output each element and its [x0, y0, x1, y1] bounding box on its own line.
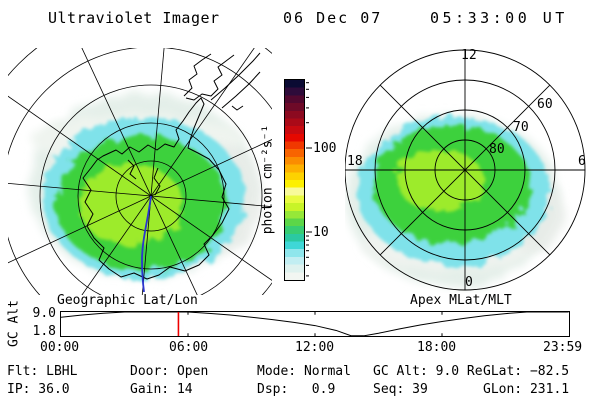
gc-alt-curve-svg	[60, 311, 569, 337]
date-label: 06 Dec 07	[283, 9, 383, 27]
apex-polar-image	[345, 49, 586, 291]
colorbar-tick-100: 100	[313, 141, 337, 156]
mlat-label-70: 70	[513, 120, 529, 135]
xtick-0000: 00:00	[40, 340, 80, 355]
caption-apex: Apex MLat/MLT	[410, 293, 512, 308]
status-dsp: Dsp: 0.9	[257, 382, 336, 397]
ytick-9-0: 9.0	[32, 306, 56, 321]
spacecraft-track-line	[141, 195, 152, 293]
mlat-label-60: 60	[537, 97, 553, 112]
status-door: Door: Open	[130, 364, 209, 379]
mlt-label-0: 0	[465, 275, 473, 290]
time-ut-label: 05:33:00 UT	[430, 9, 568, 27]
ytick-1-8: 1.8	[32, 324, 56, 339]
mlt-label-6: 6	[578, 154, 586, 169]
mlt-label-18: 18	[347, 154, 363, 169]
gc-alt-curve	[60, 311, 569, 337]
colorbar-tick-10: 10	[313, 225, 329, 240]
app-title: Ultraviolet Imager	[48, 9, 220, 27]
coastline-antarctica	[82, 97, 230, 280]
colorbar-axis-label: photon cm⁻²s⁻¹	[260, 124, 276, 235]
coastline-south-america	[183, 52, 261, 111]
xtick-1200: 12:00	[295, 340, 335, 355]
status-flt: Flt: LBHL	[7, 364, 78, 379]
status-gain: Gain: 14	[130, 382, 193, 397]
status-gcalt: GC Alt: 9.0 Re	[373, 364, 483, 379]
status-ip: IP: 36.0	[7, 382, 70, 397]
xtick-1800: 18:00	[417, 340, 457, 355]
mlat-mlt-grid	[345, 49, 586, 291]
status-glon: GLon: 231.1	[483, 382, 570, 397]
caption-geographic: Geographic Lat/Lon	[57, 293, 198, 308]
aurora-blob-apex	[346, 114, 563, 286]
gc-alt-timeline	[60, 311, 570, 337]
aurora-blob-geographic	[29, 93, 263, 279]
apex-polar-plot: 12 18 6 0 60 70 80	[345, 48, 587, 293]
geographic-polar-plot	[8, 48, 272, 295]
status-seq: Seq: 39	[373, 382, 428, 397]
colorbar-gradient	[284, 79, 305, 281]
mlt-label-12: 12	[461, 48, 477, 63]
status-glat: GLat: −82.5	[483, 364, 570, 379]
mlat-label-80: 80	[489, 142, 505, 157]
xtick-2359: 23:59	[543, 340, 583, 355]
colorbar-ticks	[306, 82, 312, 277]
status-mode: Mode: Normal	[257, 364, 351, 379]
xtick-0600: 06:00	[169, 340, 209, 355]
geographic-polar-image	[8, 48, 272, 295]
